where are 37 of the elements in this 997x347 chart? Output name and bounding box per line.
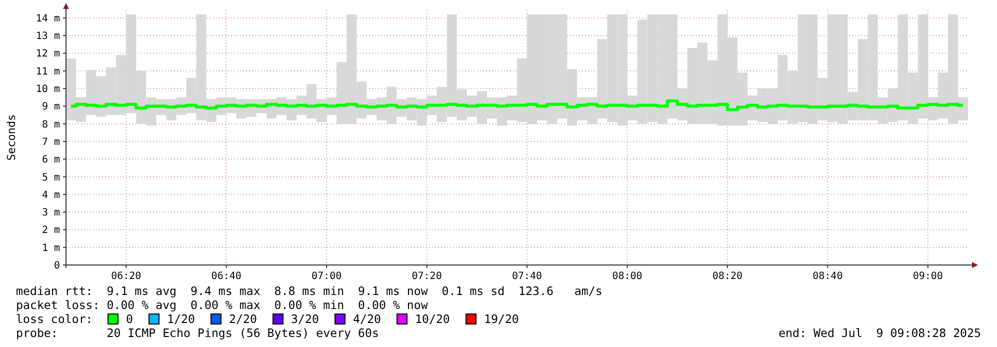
legend-label: 3/20 (291, 312, 319, 326)
y-tick-label: 12 m (36, 48, 60, 60)
x-tick-label: 07:00 (312, 271, 342, 282)
y-tick-label: 5 m (42, 172, 60, 184)
legend-label: 0 (126, 312, 133, 326)
text: probe: 20 ICMP Echo Pings (56 Bytes) every 60s (16, 326, 379, 340)
x-tick-label: 07:20 (412, 271, 442, 282)
y-tick-label: 8 m (42, 119, 60, 130)
text: packet loss: 0.00 % avg 0.00 % max 0.00 % min 0.00 % now (16, 298, 428, 312)
x-tick-label: 08:20 (712, 271, 743, 282)
y-tick-label: 7 m (42, 136, 60, 148)
y-tick-label: 11 m (36, 66, 60, 78)
text: median rtt: 9.1 ms avg 9.4 ms max 8.8 ms min 9.1 ms now 0.1 ms sd 123.6 am/s (16, 284, 602, 298)
y-tick-label: 13 m (36, 31, 60, 42)
y-tick-label: 14 m (36, 13, 60, 24)
y-tick-label: 1 m (42, 242, 60, 254)
y-axis-title: Seconds (5, 114, 18, 161)
y-tick-label: 3 m (42, 208, 60, 219)
legend-title: loss color: (16, 312, 93, 326)
text: end: Wed Jul 9 09:08:28 2025 (778, 326, 982, 340)
legend-label: 4/20 (353, 312, 381, 326)
x-tick-label: 06:40 (211, 271, 242, 282)
y-tick-label: 9 m (42, 102, 60, 113)
y-tick-label: 4 m (42, 190, 60, 201)
legend-label: 10/20 (415, 312, 450, 326)
x-tick-label: 08:00 (612, 271, 642, 282)
x-tick-label: 07:40 (512, 271, 542, 282)
legend-label: 2/20 (229, 312, 257, 326)
y-tick-label: 0 (54, 260, 60, 272)
legend-label: 19/20 (484, 312, 519, 326)
y-tick-label: 6 m (42, 154, 60, 166)
x-tick-label: 09:00 (912, 271, 943, 282)
y-tick-label: 2 m (42, 225, 60, 236)
legend-label: 1/20 (167, 312, 195, 326)
x-tick-label: 08:40 (812, 271, 843, 282)
x-tick-label: 06:20 (111, 271, 142, 282)
y-tick-label: 10 m (36, 84, 60, 96)
